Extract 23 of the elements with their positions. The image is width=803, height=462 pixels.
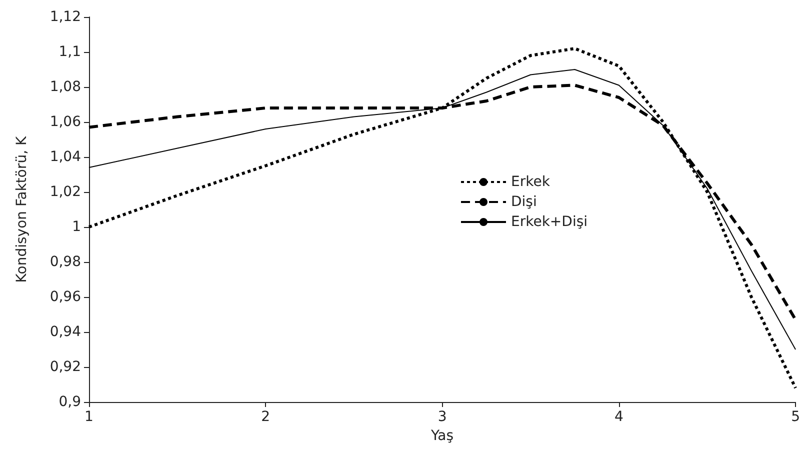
y-tick-label: 1,04 <box>50 149 82 165</box>
x-tick-label: 1 <box>84 409 94 425</box>
y-tick-label: 1,12 <box>50 9 81 25</box>
line-series <box>88 47 798 390</box>
y-tick-label: 1,1 <box>58 44 81 60</box>
y-axis-title: Kondisyon Faktörü, K <box>14 135 30 283</box>
x-tick-label: 3 <box>438 409 447 425</box>
y-tick-label: 1 <box>72 219 81 235</box>
y-tick-label: 0,92 <box>50 359 81 375</box>
y-tick-label: 0,96 <box>50 289 82 305</box>
y-tick-label: 0,94 <box>50 324 82 340</box>
y-tick-label: 0,98 <box>50 254 81 270</box>
x-tick-label: 4 <box>614 409 624 425</box>
x-tick-label: 2 <box>261 409 270 425</box>
x-axis-title: Yaş <box>430 428 454 444</box>
legend-label: Erkek <box>511 174 551 190</box>
legend-label: Erkek+Dişi <box>511 214 588 230</box>
x-tick-label: 5 <box>791 409 800 425</box>
y-tick-label: 0,9 <box>58 394 81 410</box>
y-tick-label: 1,02 <box>50 184 81 200</box>
y-tick-label: 1,06 <box>50 114 82 130</box>
y-tick-label: 1,08 <box>50 79 81 95</box>
legend-label: Dişi <box>511 194 537 210</box>
